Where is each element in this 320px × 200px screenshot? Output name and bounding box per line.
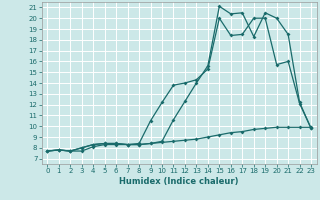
X-axis label: Humidex (Indice chaleur): Humidex (Indice chaleur) — [119, 177, 239, 186]
